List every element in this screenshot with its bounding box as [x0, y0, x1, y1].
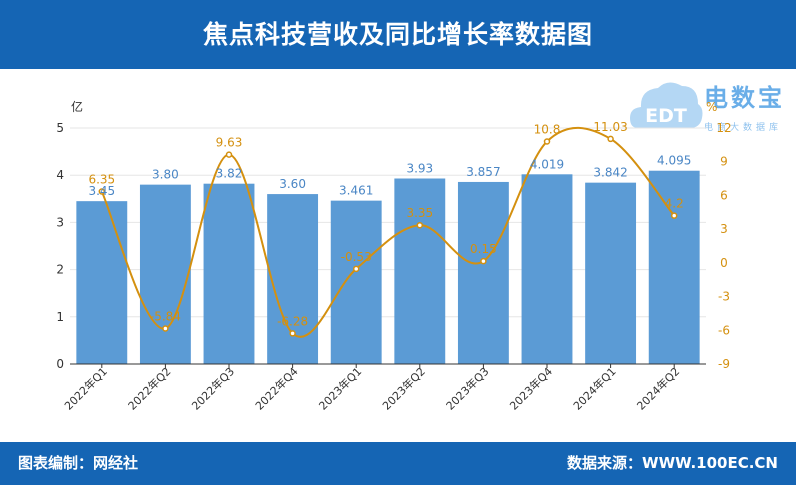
left-tick-label: 5: [56, 121, 64, 135]
growth-point: [352, 265, 360, 273]
brand-logo: EDT 电数宝 电商大数据库: [628, 76, 790, 140]
growth-point: [162, 325, 169, 332]
footer-credit: 图表编制：网经社: [18, 454, 139, 472]
logo-name: 电数宝: [704, 84, 785, 112]
revenue-bar: [457, 181, 509, 364]
x-tick-label: 2022年Q4: [252, 364, 301, 413]
left-tick-label: 1: [56, 310, 64, 324]
revenue-bar: [394, 178, 446, 364]
cloud-logo-icon: EDT: [630, 82, 703, 128]
growth-point: [670, 212, 678, 219]
right-axis-unit: %: [706, 100, 717, 114]
footer-bar: 图表编制：网经社 数据来源：WWW.100EC.CN: [0, 442, 796, 485]
growth-value-label: 3.35: [406, 206, 433, 220]
bar-value-label: 4.095: [657, 154, 691, 168]
bar-value-label: 3.45: [88, 184, 115, 198]
bar-value-label: 3.461: [339, 184, 373, 198]
growth-value-label: 9.63: [216, 136, 243, 150]
growth-value-label: 11.03: [593, 120, 627, 134]
revenue-bar: [139, 184, 191, 364]
bar-value-label: 4.019: [530, 157, 564, 171]
chart-title: 焦点科技营收及同比增长率数据图: [202, 20, 593, 49]
revenue-bar: [521, 174, 573, 364]
logo-mark: EDT: [645, 105, 687, 127]
revenue-bar: [203, 183, 255, 364]
right-tick-label: -6: [718, 323, 730, 337]
header-bar: 焦点科技营收及同比增长率数据图: [0, 0, 796, 69]
right-tick-label: 3: [720, 222, 728, 236]
footer-source: 数据来源：WWW.100EC.CN: [567, 454, 778, 472]
revenue-bar: [648, 170, 700, 364]
growth-value-label: 4.2: [665, 197, 684, 211]
left-tick-label: 0: [56, 357, 64, 371]
growth-point: [225, 151, 233, 158]
growth-value-label: -5.84: [150, 309, 181, 323]
bar-value-label: 3.60: [279, 177, 306, 191]
bar-value-label: 3.842: [593, 166, 627, 180]
x-tick-label: 2023年Q4: [507, 364, 556, 413]
bar-value-label: 3.93: [406, 162, 433, 176]
x-tick-label: 2022年Q2: [125, 364, 174, 413]
right-tick-label: 0: [720, 256, 728, 270]
revenue-bar: [585, 182, 637, 364]
growth-value-label: 6.35: [88, 172, 115, 186]
growth-point: [416, 221, 424, 229]
x-tick-label: 2023年Q2: [379, 364, 428, 413]
growth-line: [98, 126, 678, 338]
x-tick-label: 2024年Q2: [634, 364, 683, 413]
revenue-bar: [330, 200, 382, 364]
growth-point: [98, 188, 106, 195]
left-tick-label: 2: [56, 263, 64, 277]
x-tick-label: 2023年Q3: [443, 364, 492, 413]
right-tick-label: -9: [718, 357, 730, 371]
data-labels: 3.45 3.80 3.82 3.60 3.461 3.93 3.857 4.019 3.842…: [88, 120, 691, 329]
growth-value-label: -6.28: [277, 314, 308, 328]
x-tick-label: 2022年Q1: [61, 364, 110, 413]
logo-subtitle: 电商大数据库: [704, 123, 783, 133]
left-tick-label: 4: [56, 168, 64, 182]
bar-value-label: 3.857: [466, 165, 500, 179]
growth-value-label: 10.8: [534, 122, 561, 136]
bar-value-label: 3.82: [216, 167, 243, 181]
left-tick-label: 3: [56, 215, 64, 229]
left-axis-unit: 亿: [71, 99, 83, 114]
growth-point: [289, 330, 296, 337]
growth-point: [607, 135, 614, 143]
x-tick-label: 2024年Q1: [570, 364, 619, 413]
revenue-bars: [76, 170, 700, 364]
growth-point: [480, 257, 487, 265]
revenue-bar: [76, 201, 128, 364]
growth-value-label: -0.53: [341, 250, 372, 264]
growth-value-label: 0.15: [470, 242, 497, 256]
right-tick-label: -3: [718, 290, 730, 304]
revenue-bar: [267, 194, 319, 364]
right-tick-label: 12: [716, 121, 731, 135]
bar-value-label: 3.80: [152, 168, 179, 182]
x-tick-label: 2022年Q3: [189, 364, 238, 413]
growth-point: [543, 138, 551, 145]
right-tick-label: 9: [720, 155, 728, 169]
x-tick-label: 2023年Q1: [316, 364, 365, 413]
right-tick-label: 6: [720, 188, 728, 202]
